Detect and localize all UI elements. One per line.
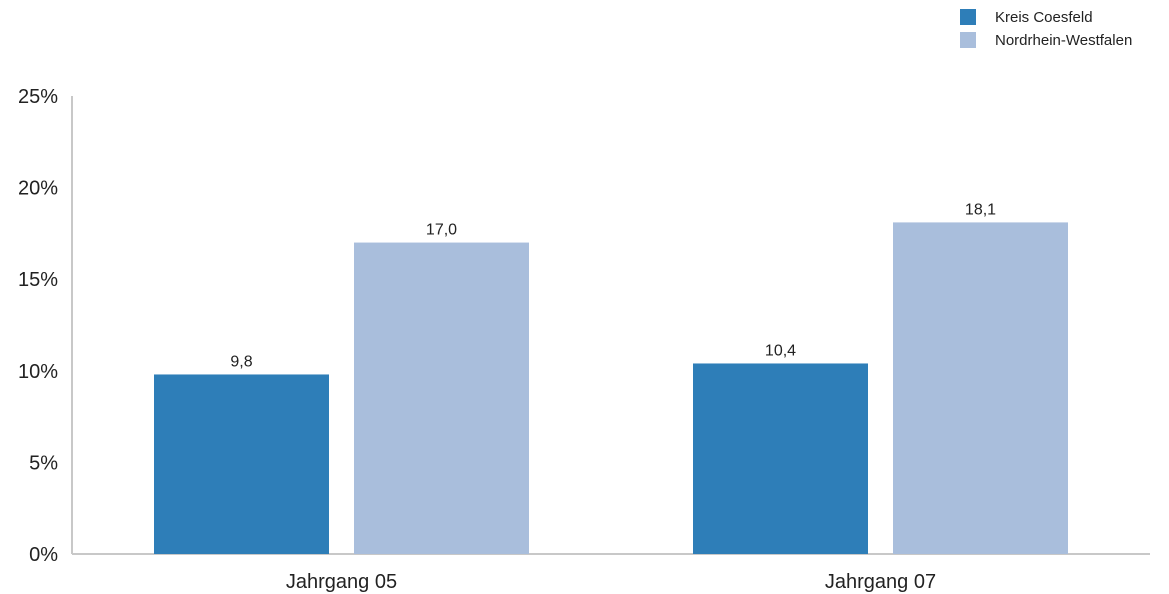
bar	[154, 374, 329, 554]
x-category-label: Jahrgang 07	[825, 571, 936, 593]
data-label: 18,1	[965, 201, 996, 218]
legend: Kreis Coesfeld Nordrhein-Westfalen	[960, 9, 1132, 49]
y-tick-label: 15%	[18, 269, 58, 291]
legend-swatch	[960, 9, 976, 25]
bar	[354, 242, 529, 554]
x-category-label: Jahrgang 05	[286, 571, 397, 593]
y-tick-label: 5%	[29, 452, 58, 474]
bars: 9,8 17,0 10,4 18,1	[154, 201, 1068, 554]
legend-swatch	[960, 32, 976, 48]
data-label: 17,0	[426, 222, 457, 239]
y-axis: 0% 5% 10% 15% 20% 25%	[18, 86, 73, 566]
y-tick-label: 20%	[18, 178, 58, 200]
y-tick-label: 0%	[29, 544, 58, 566]
y-tick-label: 10%	[18, 361, 58, 383]
bar	[693, 363, 868, 554]
legend-label: Nordrhein-Westfalen	[995, 32, 1132, 49]
y-tick-label: 25%	[18, 86, 58, 108]
legend-label: Kreis Coesfeld	[995, 9, 1093, 26]
data-label: 9,8	[230, 353, 252, 370]
bar	[893, 222, 1068, 554]
x-axis: Jahrgang 05 Jahrgang 07	[72, 553, 1150, 593]
data-label: 10,4	[765, 342, 796, 359]
